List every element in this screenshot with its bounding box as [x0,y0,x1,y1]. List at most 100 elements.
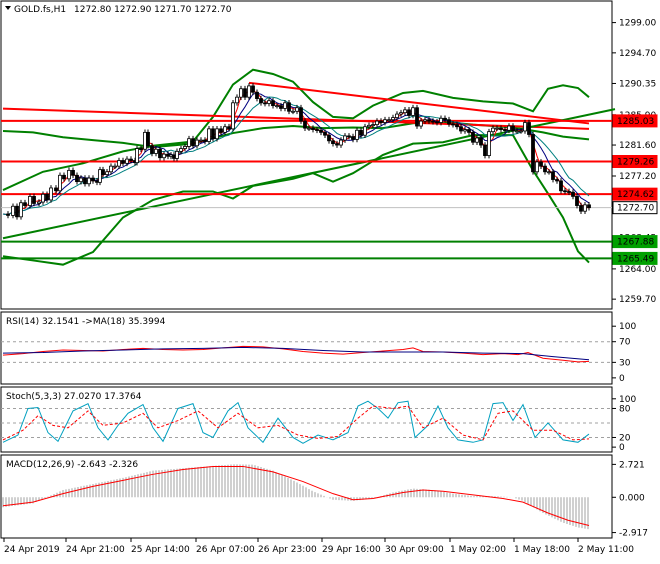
time-tick-label: 24 Apr 21:00 [66,545,125,555]
candle-body [162,153,166,159]
candle-body [507,125,511,131]
candle-body [523,122,527,132]
candle-body [399,112,403,115]
level-label: 1285.03 [617,117,654,127]
candle-body [58,174,62,192]
level-label-box [612,201,658,215]
candle-body [271,100,275,107]
candle-body [587,204,591,209]
candle-body [419,120,423,127]
candle-body [117,160,121,167]
candle-body [347,135,351,138]
candle-body [175,150,179,159]
candle-body [411,107,415,116]
candle-body [459,126,463,132]
moving-average-2 [2,96,590,216]
time-tick-label: 1 May 02:00 [450,545,506,555]
price-panel[interactable] [1,68,616,266]
indicator-tick-label: 0.000 [619,493,645,503]
candle-body [351,136,355,140]
price-tick-label: 1290.35 [619,79,656,89]
candle-body [143,131,147,150]
candle-body [483,144,487,156]
candle-body [487,131,491,156]
candle-body [211,128,215,140]
rsi-panel[interactable]: 100 70 30 0 [1,322,636,384]
candle-body [275,105,279,108]
candle-body [403,109,407,114]
candle-body [495,127,499,130]
indicator-tick-label: 100 [619,322,636,332]
level-label-box [612,235,658,249]
candle-body [183,146,187,149]
macd-panel[interactable]: 2.721 0.000 -2.917 [2,460,648,539]
candle-body [543,165,547,173]
candle-body [98,169,102,183]
candle-body [259,98,263,104]
price-tick-label: 1299.00 [619,19,656,29]
candle-body [158,148,162,159]
candle-body [583,204,587,212]
candle-body [199,139,203,142]
indicator-tick-label: 80 [619,404,631,414]
price-tick-label: 1281.60 [619,141,656,151]
candle-body [71,169,75,176]
candle-body [511,125,515,132]
candle-body [267,100,271,104]
candle-body [41,193,45,203]
candle-body [383,119,387,123]
candle-body [15,205,19,218]
candle-body [355,129,359,140]
candle-body [555,179,559,182]
candle-body [475,137,479,143]
candle-body [387,119,391,122]
candle-body [451,123,455,126]
candle-body [407,109,411,116]
candle-body [37,201,41,204]
moving-average-0 [2,90,590,216]
candle-body [154,148,158,154]
candle-body [295,107,299,112]
candle-body [255,91,259,99]
candle-body [139,148,143,150]
time-tick-label: 1 May 18:00 [514,545,570,555]
candle-body [283,102,287,109]
candle-body [219,128,223,133]
level-label: 1265.49 [617,254,654,264]
level-label-box [612,155,658,169]
candle-body [263,102,267,105]
candle-body [83,177,87,185]
candle-body [455,124,459,128]
candle-body [467,129,471,133]
indicator-tick-label: 0 [619,374,625,384]
indicator-tick-label: 0 [619,443,625,453]
candle-body [327,134,331,142]
candle-body [335,143,339,146]
price-tick-label: 1259.70 [619,295,656,305]
trend-line-1 [248,81,590,125]
time-tick-label: 26 Apr 23:00 [258,545,317,555]
candle-body [323,131,327,136]
candle-body [195,139,199,147]
candle-body [367,124,371,128]
price-tick-label: 1264.00 [619,265,656,275]
candle-body [551,171,555,180]
candle-body [559,180,563,192]
level-label: 1274.62 [617,190,654,200]
candle-body [435,121,439,124]
indicator-tick-label: -2.917 [619,529,648,539]
candle-body [67,169,71,180]
candle-body [166,153,170,157]
candle-body [135,148,139,164]
candle-body [491,127,495,133]
candle-body [95,180,99,183]
level-label-box [612,251,658,265]
candle-body [91,177,95,182]
candle-body [575,196,579,206]
indicator-tick-label: 20 [619,433,631,443]
candle-body [571,191,575,197]
candle-body [150,145,154,154]
